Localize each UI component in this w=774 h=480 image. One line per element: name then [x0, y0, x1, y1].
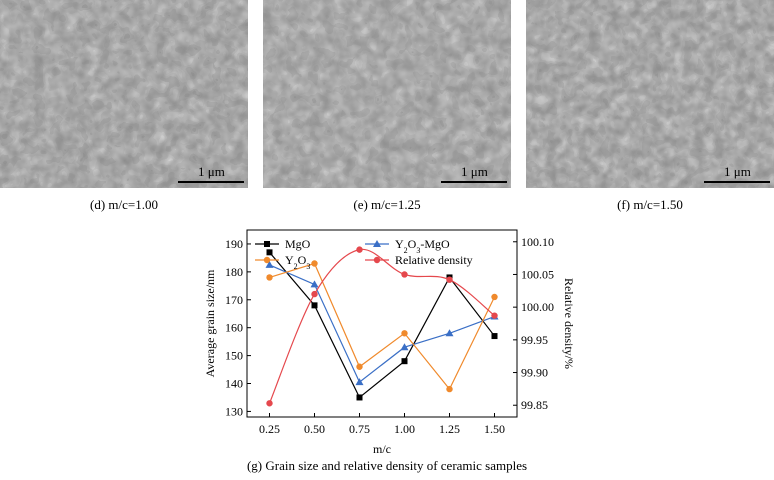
series-line-mgo: [269, 251, 495, 399]
micrograph-e: [263, 0, 511, 188]
y-tick-label: 130: [225, 404, 243, 418]
data-point-y2o3: [266, 274, 273, 281]
legend-marker-relative-density: [373, 256, 381, 264]
y2-tick-label: 99.85: [521, 398, 548, 412]
micrograph-d-image: [0, 0, 248, 188]
y2-tick-label: 99.90: [521, 366, 548, 380]
y-tick-label: 190: [225, 237, 243, 251]
data-point-y2o3-mgo: [400, 343, 409, 351]
data-point-y2o3-mgo: [355, 378, 364, 386]
y-axis-label: Average grain size/nm: [203, 269, 217, 377]
grain-size-density-chart: 0.25 0.50 0.75 1.00 1.25 1.50 130 140 150 160 170 1…: [203, 229, 576, 455]
data-point-y2o3-mgo: [445, 329, 454, 337]
data-point-mgo: [356, 394, 363, 401]
micrograph-f-image: [526, 0, 774, 188]
data-point-y2o3: [446, 385, 453, 393]
data-point-y2o3-mgo: [310, 280, 319, 288]
data-point-y2o3: [491, 293, 498, 301]
x-axis-label: m/c: [373, 442, 391, 455]
legend-marker-y2o3-mgo: [373, 240, 381, 247]
data-point-mgo: [401, 358, 408, 365]
y-tick-label: 170: [225, 293, 243, 307]
y-tick-label: 150: [225, 349, 243, 363]
data-point-relative-density: [491, 312, 498, 319]
legend-label-y2o3: Y2O3: [285, 253, 310, 271]
caption-e: (e) m/c=1.25: [353, 197, 421, 212]
legend-label-relative-density: Relative density: [395, 253, 473, 267]
scale-label-f: 1 μm: [724, 164, 751, 179]
caption-f: (f) m/c=1.50: [617, 197, 683, 212]
legend-marker-mgo: [264, 241, 270, 247]
data-point-relative-density: [446, 276, 453, 283]
data-point-relative-density: [266, 400, 273, 407]
caption-d: (d) m/c=1.00: [90, 197, 158, 212]
data-point-mgo: [311, 302, 318, 309]
figure-caption: (g) Grain size and relative density of c…: [246, 458, 528, 473]
series-line-y2o3-mgo: [269, 264, 495, 384]
legend-marker-y2o3: [263, 256, 271, 264]
y2-axis-label: Relative density/%: [562, 278, 576, 369]
scale-label-e: 1 μm: [461, 164, 488, 179]
data-point-y2o3: [401, 330, 408, 337]
x-tick-label: 1.00: [394, 422, 415, 436]
micrograph-f: [526, 0, 774, 188]
x-tick-label: 0.50: [304, 422, 325, 436]
data-point-y2o3-mgo: [265, 260, 274, 268]
y-tick-label: 160: [225, 321, 243, 335]
y-tick-label: 140: [225, 377, 243, 391]
legend-label-mgo: MgO: [285, 237, 311, 251]
data-point-y2o3: [356, 363, 363, 370]
y2-tick-label: 100.10: [521, 235, 554, 249]
x-tick-label: 0.25: [259, 422, 280, 436]
scale-label-d: 1 μm: [198, 164, 225, 179]
x-tick-label: 1.25: [439, 422, 460, 436]
data-point-mgo: [491, 333, 498, 340]
y-tick-label: 180: [225, 265, 243, 279]
legend-label-y2o3-mgo: Y2O3-MgO: [395, 237, 450, 255]
micrograph-e-image: [263, 0, 511, 188]
series-line-y2o3: [269, 262, 496, 391]
y2-tick-label: 100.00: [521, 300, 554, 314]
data-point-relative-density: [401, 271, 408, 278]
data-point-y2o3: [311, 260, 318, 267]
data-point-mgo: [266, 249, 273, 256]
x-tick-label: 1.50: [484, 422, 505, 436]
plot-frame: [246, 229, 518, 418]
data-point-relative-density: [356, 246, 363, 253]
y2-tick-label: 99.95: [521, 333, 548, 347]
x-tick-label: 0.75: [349, 422, 370, 436]
micrograph-d: [0, 0, 248, 188]
y2-tick-label: 100.05: [521, 267, 554, 281]
series-line-relative-density: [268, 248, 495, 404]
data-point-relative-density: [311, 290, 318, 298]
